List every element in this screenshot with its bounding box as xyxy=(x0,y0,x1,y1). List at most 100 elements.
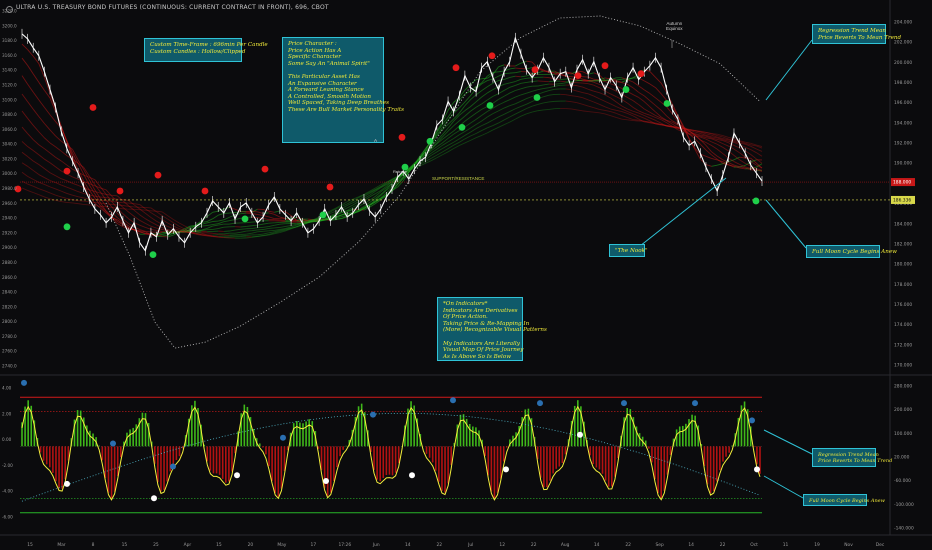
ribbon-segment xyxy=(565,88,572,90)
ribbon-segment xyxy=(274,226,280,229)
ribbon-segment xyxy=(430,146,438,152)
ribbon-segment xyxy=(262,218,269,220)
ribbon-segment xyxy=(313,219,320,222)
ribbon-segment xyxy=(33,178,40,183)
price-right-tick-label: 180.000 xyxy=(894,262,912,268)
ribbon-segment xyxy=(526,90,533,94)
ribbon-segment xyxy=(77,163,85,175)
ribbon-segment xyxy=(554,70,561,75)
ribbon-segment xyxy=(419,158,426,164)
ribbon-segment xyxy=(94,189,101,199)
ribbon-segment xyxy=(274,230,280,234)
ribbon-segment xyxy=(447,120,455,129)
ribbon-segment xyxy=(447,113,455,121)
ribbon-segment xyxy=(436,138,443,145)
ribbon-segment xyxy=(492,93,499,97)
ribbon-segment xyxy=(526,77,533,79)
ribbon-segment xyxy=(458,101,466,109)
ribbon-segment xyxy=(442,148,449,153)
ribbon-segment xyxy=(386,179,393,183)
ribbon-segment xyxy=(290,226,297,230)
ribbon-segment xyxy=(649,93,656,99)
ribbon-segment xyxy=(307,218,314,221)
ribbon-segment xyxy=(475,103,482,108)
ribbon-segment xyxy=(268,232,275,235)
ribbon-segment xyxy=(688,131,695,134)
ribbon-segment xyxy=(649,83,656,88)
ribbon-segment xyxy=(49,186,56,190)
ribbon-segment xyxy=(72,202,79,205)
ribbon-segment xyxy=(666,125,673,128)
ribbon-segment xyxy=(503,105,510,109)
ribbon-segment xyxy=(430,148,438,154)
ribbon-segment xyxy=(274,223,280,226)
ribbon-segment xyxy=(212,210,219,213)
ribbon-segment xyxy=(694,134,701,140)
ribbon-segment xyxy=(470,106,477,112)
ribbon-segment xyxy=(548,72,555,74)
ribbon-segment xyxy=(268,212,275,215)
price-left-tick-label: 3140.0 xyxy=(2,68,17,73)
ribbon-segment xyxy=(408,162,415,169)
price-left-tick-label: 2820.0 xyxy=(2,304,17,309)
green-signal-dot xyxy=(622,86,630,93)
ribbon-segment xyxy=(711,164,718,167)
current-price-tag xyxy=(891,178,915,187)
ribbon-segment xyxy=(700,139,707,146)
ribbon-segment xyxy=(346,202,353,206)
ribbon-segment xyxy=(644,120,650,123)
ribbon-segment xyxy=(722,139,729,142)
ribbon-segment xyxy=(425,160,432,164)
ribbon-segment xyxy=(363,194,370,199)
ribbon-segment xyxy=(453,141,460,146)
ribbon-segment xyxy=(212,235,219,238)
ribbon-segment xyxy=(576,79,583,82)
ribbon-segment xyxy=(49,162,56,168)
ribbon-segment xyxy=(509,75,516,78)
ribbon-segment xyxy=(593,81,600,85)
ribbon-segment xyxy=(150,207,157,213)
ribbon-segment xyxy=(347,211,353,215)
ribbon-segment xyxy=(504,72,510,75)
time-tick-label: Apr xyxy=(184,542,192,548)
ribbon-segment xyxy=(627,108,634,112)
price-right-tick-label: 172.000 xyxy=(894,342,912,348)
ribbon-segment xyxy=(218,236,224,238)
ribbon-segment xyxy=(705,138,712,143)
ribbon-segment xyxy=(268,231,275,234)
ribbon-segment xyxy=(627,119,634,122)
ribbon-segment xyxy=(588,76,594,80)
ribbon-segment xyxy=(77,169,85,182)
ribbon-segment xyxy=(346,198,353,203)
ribbon-segment xyxy=(274,210,280,213)
ribbon-segment xyxy=(515,115,522,120)
ribbon-segment xyxy=(498,113,505,118)
ribbon-segment xyxy=(32,91,40,101)
ribbon-segment xyxy=(683,127,690,130)
ribbon-segment xyxy=(442,130,449,138)
ribbon-segment xyxy=(705,137,712,140)
ribbon-segment xyxy=(391,175,398,180)
ribbon-segment xyxy=(638,104,645,110)
ribbon-segment xyxy=(133,229,140,233)
ribbon-segment xyxy=(251,235,258,238)
ribbon-segment xyxy=(717,133,723,137)
ribbon-segment xyxy=(419,160,426,165)
ribbon-segment xyxy=(442,137,449,144)
ribbon-segment xyxy=(128,200,135,206)
ribbon-segment xyxy=(44,168,51,174)
price-line xyxy=(21,33,763,252)
ribbon-segment xyxy=(369,189,376,194)
time-tick-label: Aug xyxy=(561,542,570,548)
ribbon-segment xyxy=(100,207,107,214)
ribbon-segment xyxy=(218,219,224,222)
time-tick-label: 14 xyxy=(594,542,600,548)
ribbon-segment xyxy=(380,181,387,186)
ribbon-segment xyxy=(358,203,365,207)
blue-signal-dot xyxy=(110,440,116,447)
ribbon-segment xyxy=(21,151,28,157)
ribbon-segment xyxy=(739,164,746,168)
ribbon-segment xyxy=(190,225,196,228)
ribbon-segment xyxy=(55,175,62,180)
